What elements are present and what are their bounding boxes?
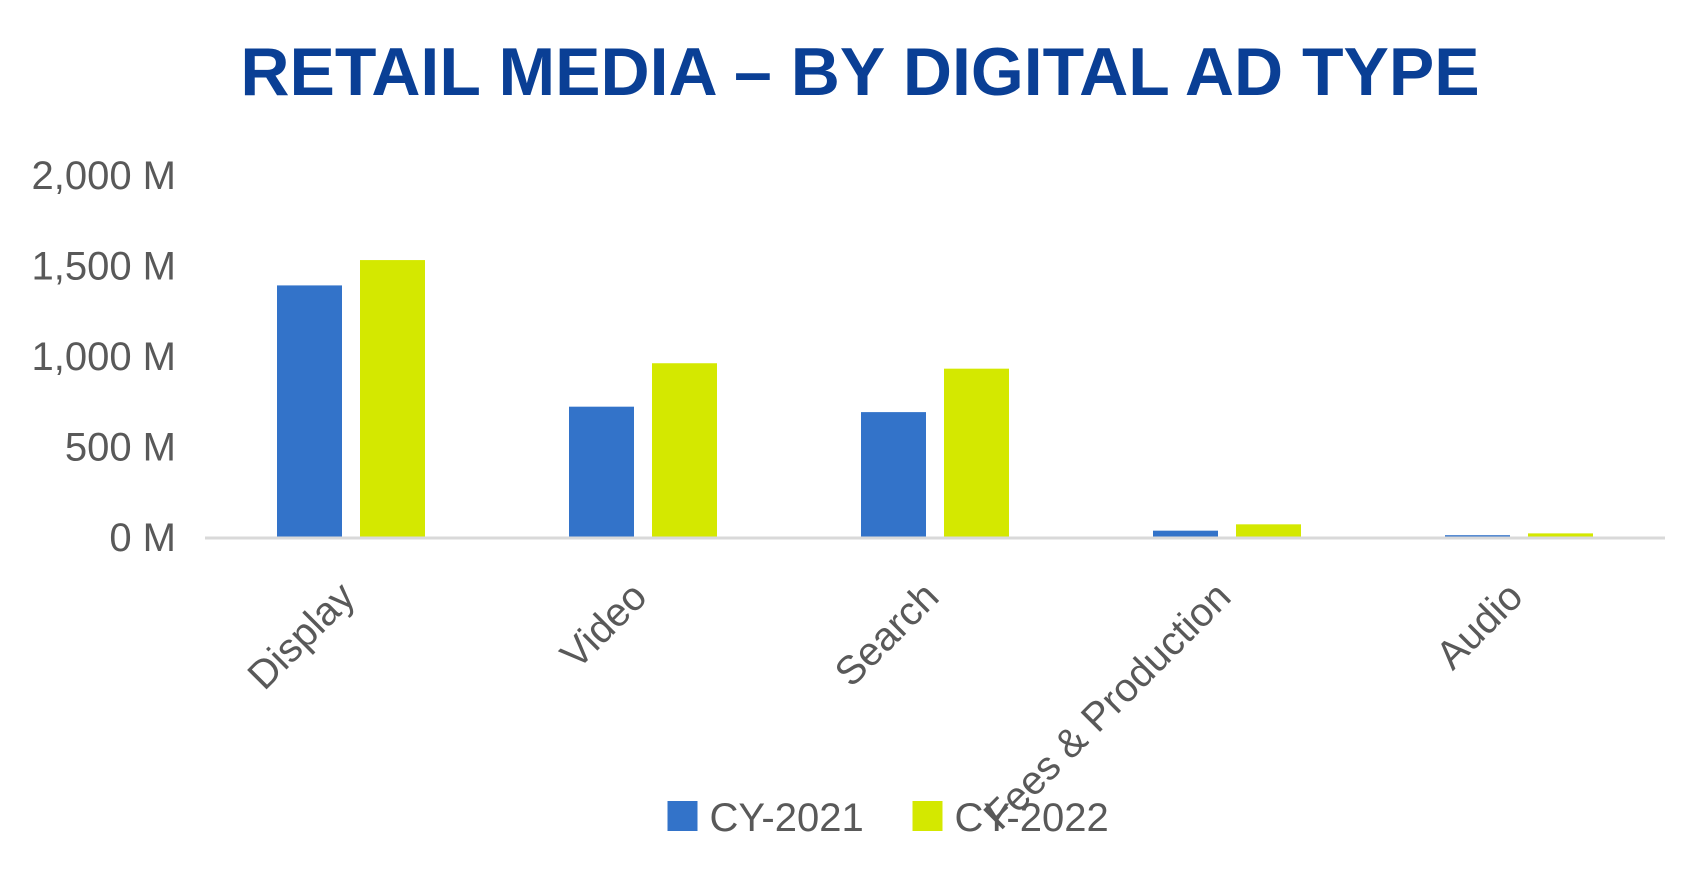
y-tick-label: 1,000 M xyxy=(31,335,176,379)
chart-title: RETAIL MEDIA – BY DIGITAL AD TYPE xyxy=(240,34,1479,110)
bar-cy-2021-4 xyxy=(1445,535,1510,537)
x-tick-label: Audio xyxy=(1428,574,1531,677)
legend: CY-2021 CY-2022 xyxy=(667,796,1109,840)
legend-swatch xyxy=(667,801,698,831)
y-tick-label: 2,000 M xyxy=(31,154,176,198)
y-tick-label: 0 M xyxy=(109,516,176,560)
x-tick-label: Display xyxy=(240,574,364,698)
y-tick-label: 1,500 M xyxy=(31,245,176,289)
y-tick-label: 500 M xyxy=(65,426,176,470)
bar-cy-2022-2 xyxy=(944,368,1009,537)
legend-swatch xyxy=(912,801,943,831)
bar-cy-2022-0 xyxy=(360,260,425,537)
bar-cy-2022-3 xyxy=(1236,524,1301,537)
x-tick-label: Search xyxy=(827,574,948,695)
x-axis: Display Video Search Fees & Production Audio xyxy=(205,536,1665,838)
bar-cy-2021-3 xyxy=(1153,530,1218,537)
bar-cy-2021-1 xyxy=(569,406,634,537)
bar-cy-2021-0 xyxy=(277,285,342,537)
y-axis: 0 M 500 M 1,000 M 1,500 M 2,000 M xyxy=(31,154,176,560)
legend-label: CY-2021 xyxy=(710,796,864,840)
x-tick-label: Video xyxy=(552,574,655,677)
bar-cy-2021-2 xyxy=(861,412,926,537)
legend-label: CY-2022 xyxy=(955,796,1109,840)
bar-cy-2022-4 xyxy=(1528,533,1593,537)
bars xyxy=(277,260,1593,537)
bar-cy-2022-1 xyxy=(652,363,717,537)
